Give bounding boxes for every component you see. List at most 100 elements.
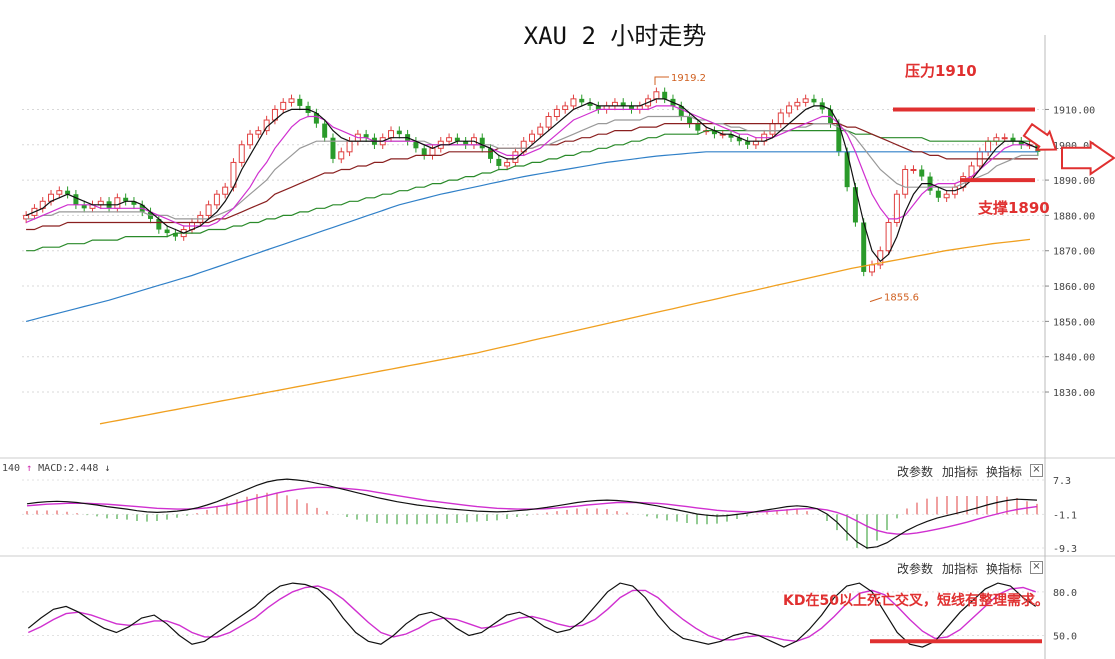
y-axis: 1910.00 1900.00 1890.00 1880.00 1870.00 1860.… bbox=[1044, 35, 1095, 659]
kd-change-params-button[interactable]: 改参数 bbox=[897, 562, 934, 576]
candle-body bbox=[222, 186, 229, 195]
candle-body bbox=[545, 116, 552, 128]
kd-tick-label: 50.0 bbox=[1053, 631, 1077, 642]
macd-change-params-button[interactable]: 改参数 bbox=[897, 465, 934, 479]
kd-swap-indicator-button[interactable]: 换指标 bbox=[986, 562, 1023, 576]
candle-body bbox=[388, 130, 395, 139]
candle-body bbox=[629, 105, 634, 110]
ma-blue-line bbox=[25, 151, 1038, 322]
candle-body bbox=[570, 98, 577, 107]
price-tick-label: 1890.00 bbox=[1053, 176, 1095, 187]
price-tick-label: 1830.00 bbox=[1053, 388, 1095, 399]
candle-body bbox=[313, 112, 319, 124]
candle-body bbox=[620, 102, 626, 106]
price-tick-label: 1860.00 bbox=[1053, 282, 1095, 293]
candle-body bbox=[662, 91, 668, 99]
candle-body bbox=[885, 221, 892, 252]
kd-panel bbox=[27, 582, 1037, 648]
ma-green-line bbox=[26, 130, 1038, 252]
candle-body bbox=[943, 193, 950, 199]
candle-body bbox=[255, 130, 262, 135]
candle-body bbox=[363, 134, 369, 138]
candle-body bbox=[529, 133, 535, 142]
candle-body bbox=[777, 112, 784, 125]
candle-body bbox=[836, 123, 842, 152]
price-tick-label: 1840.00 bbox=[1053, 353, 1095, 364]
candle-body bbox=[587, 102, 593, 106]
candle-body bbox=[213, 193, 220, 206]
macd-add-indicator-button[interactable]: 加指标 bbox=[942, 465, 979, 479]
trend-arrow-small-path bbox=[1022, 122, 1058, 151]
candle-body bbox=[238, 144, 245, 163]
candle-body bbox=[653, 91, 660, 100]
candle-body bbox=[811, 98, 817, 103]
candle-body bbox=[537, 126, 544, 135]
candle-body bbox=[297, 98, 303, 106]
kd-note: KD在50以上死亡交叉，短线有整理需求。 bbox=[783, 593, 1049, 609]
support-label: 支撑1890 bbox=[978, 199, 1050, 217]
macd-panel bbox=[26, 478, 1038, 550]
candle-body bbox=[1001, 137, 1008, 140]
candle-body bbox=[429, 147, 436, 156]
chart-title: XAU 2 小时走势 bbox=[523, 22, 707, 50]
candle-body bbox=[156, 218, 162, 230]
macd-swap-indicator-button[interactable]: 换指标 bbox=[986, 465, 1023, 479]
candle-body bbox=[504, 161, 511, 167]
candle-body bbox=[488, 148, 494, 159]
grid-lines bbox=[0, 108, 1115, 636]
candle-body bbox=[869, 264, 875, 273]
candle-body bbox=[322, 123, 328, 138]
candle-body bbox=[861, 222, 867, 272]
macd-dif-line bbox=[26, 478, 1038, 549]
price-tick-label: 1880.00 bbox=[1053, 211, 1095, 222]
candle-body bbox=[595, 105, 601, 110]
candle-body bbox=[280, 101, 287, 110]
candle-body bbox=[678, 105, 684, 117]
candle-body bbox=[56, 190, 63, 195]
candle-body bbox=[553, 108, 560, 118]
macd-header: 140 ↑ MACD:2.448 ↓ bbox=[2, 463, 110, 474]
candle-body bbox=[346, 140, 353, 153]
macd-close-button[interactable]: × bbox=[1030, 464, 1043, 477]
kd-close-button[interactable]: × bbox=[1030, 561, 1043, 574]
arrow-up-icon: ↑ bbox=[26, 463, 33, 474]
candle-body bbox=[205, 204, 212, 216]
candle-body bbox=[935, 190, 941, 198]
candle-body bbox=[695, 123, 701, 131]
trend-arrow-icon bbox=[1061, 140, 1115, 176]
candle-body bbox=[769, 123, 776, 135]
candle-body bbox=[579, 98, 585, 103]
candle-body bbox=[562, 105, 569, 110]
candle-body bbox=[164, 229, 170, 234]
price-tick-label: 1870.00 bbox=[1053, 247, 1095, 258]
candle-body bbox=[794, 101, 801, 107]
candle-body bbox=[1018, 141, 1024, 145]
candle-body bbox=[728, 134, 734, 138]
trend-arrow-small-icon bbox=[1022, 122, 1058, 151]
ma-gray-line bbox=[26, 115, 1038, 220]
candle-body bbox=[786, 105, 793, 114]
candle-body bbox=[910, 168, 917, 171]
arrow-down-icon: ↓ bbox=[104, 463, 111, 474]
candle-body bbox=[919, 169, 925, 177]
candle-body bbox=[736, 137, 742, 142]
high-marker bbox=[654, 76, 669, 85]
candle-body bbox=[745, 141, 751, 145]
kd-add-indicator-button[interactable]: 加指标 bbox=[942, 562, 979, 576]
ma-orange-line bbox=[99, 238, 1031, 425]
low-label: 1855.6 bbox=[884, 293, 919, 304]
candle-body bbox=[413, 141, 419, 149]
resistance-label: 压力1910 bbox=[905, 62, 977, 80]
macd-value: MACD:2.448 bbox=[38, 463, 99, 474]
price-tick-label: 1910.00 bbox=[1053, 105, 1095, 116]
kd-tick-label: 80.0 bbox=[1053, 588, 1077, 599]
candle-body bbox=[396, 130, 402, 135]
candle-body bbox=[496, 158, 502, 166]
candle-body bbox=[123, 197, 129, 202]
candle-body bbox=[844, 151, 850, 188]
candle-body bbox=[172, 233, 178, 237]
macd-left-value: 140 bbox=[2, 463, 21, 474]
ma-black-line bbox=[25, 98, 1039, 263]
high-label: 1919.2 bbox=[671, 73, 706, 84]
